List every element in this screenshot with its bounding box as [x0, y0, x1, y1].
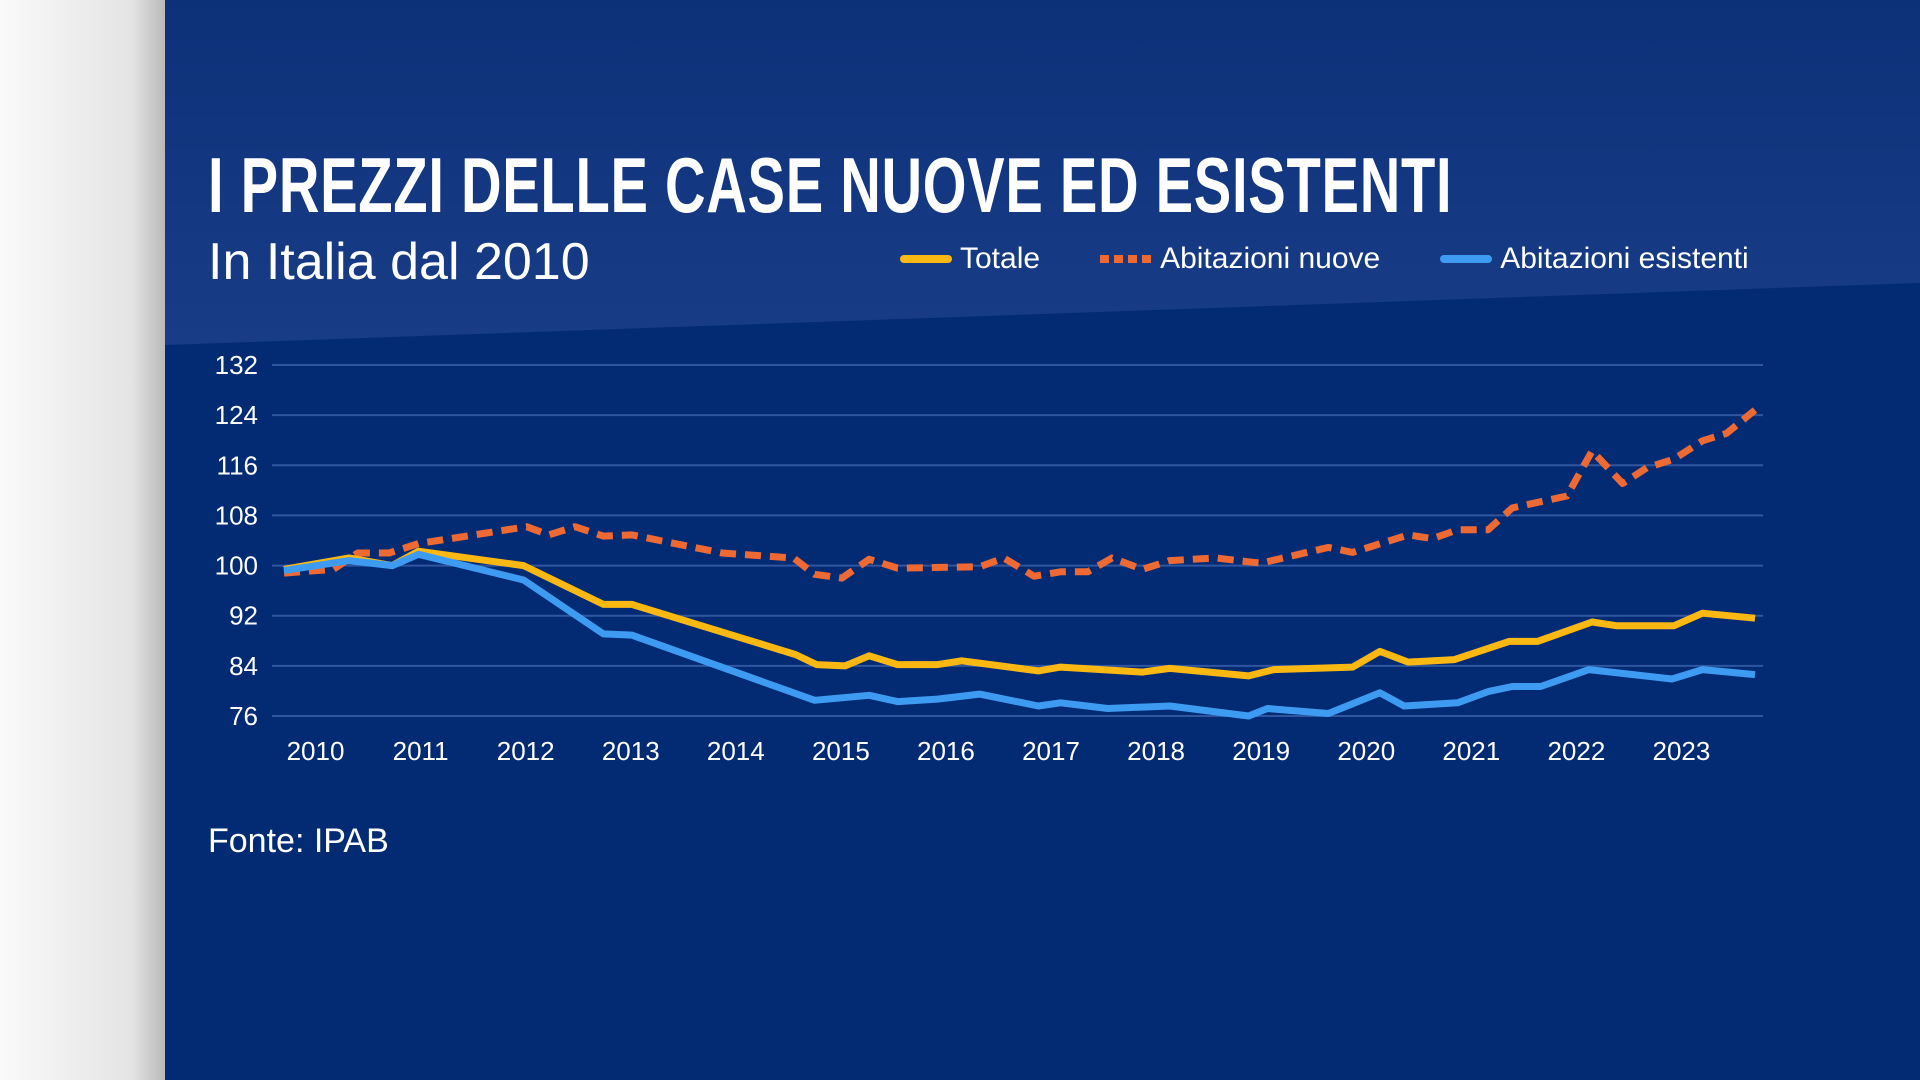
y-tick-label: 124 [215, 400, 258, 430]
legend-label: Abitazioni nuove [1160, 242, 1381, 275]
header-band [165, 0, 1920, 345]
series-line-abitazioni-nuove [283, 407, 1758, 582]
x-tick-label: 2012 [497, 736, 555, 766]
series-line-abitazioni-esistenti [283, 550, 1756, 720]
chart-title: I PREZZI DELLE CASE NUOVE ED ESISTENTI [208, 141, 1453, 229]
y-tick-label: 132 [215, 350, 258, 380]
x-tick-label: 2021 [1442, 736, 1500, 766]
legend-swatch-nuove [1100, 255, 1153, 263]
legend-swatch-totale [900, 255, 952, 263]
y-tick-label: 108 [215, 500, 258, 530]
x-tick-label: 2022 [1547, 736, 1605, 766]
legend-label: Totale [960, 242, 1041, 275]
chart-subtitle: In Italia dal 2010 [208, 233, 590, 291]
x-tick-label: 2017 [1022, 736, 1080, 766]
x-tick-label: 2020 [1337, 736, 1395, 766]
x-tick-label: 2010 [287, 736, 345, 766]
legend-item-totale: Totale [900, 242, 1040, 276]
source-note: Fonte: IPAB [208, 822, 389, 860]
x-tick-label: 2011 [393, 736, 449, 766]
x-tick-label: 2015 [812, 736, 870, 766]
legend: Totale Abitazioni nuove Abitazioni esist… [900, 242, 1749, 276]
y-tick-label: 84 [229, 651, 258, 681]
x-tick-label: 2014 [707, 736, 765, 766]
legend-swatch-esistenti [1440, 255, 1493, 263]
legend-label: Abitazioni esistenti [1500, 242, 1749, 275]
x-tick-label: 2013 [602, 736, 660, 766]
x-tick-label: 2018 [1127, 736, 1185, 766]
legend-item-esistenti: Abitazioni esistenti [1440, 242, 1749, 276]
legend-item-nuove: Abitazioni nuove [1100, 242, 1380, 276]
y-tick-label: 100 [215, 551, 258, 581]
x-tick-label: 2019 [1232, 736, 1290, 766]
y-tick-label: 116 [217, 450, 258, 480]
y-tick-label: 76 [229, 701, 258, 731]
series-line-totale [283, 547, 1756, 680]
left-side-panel [0, 0, 165, 1080]
x-tick-label: 2023 [1653, 736, 1711, 766]
x-tick-label: 2016 [917, 736, 975, 766]
y-tick-label: 92 [229, 601, 258, 631]
